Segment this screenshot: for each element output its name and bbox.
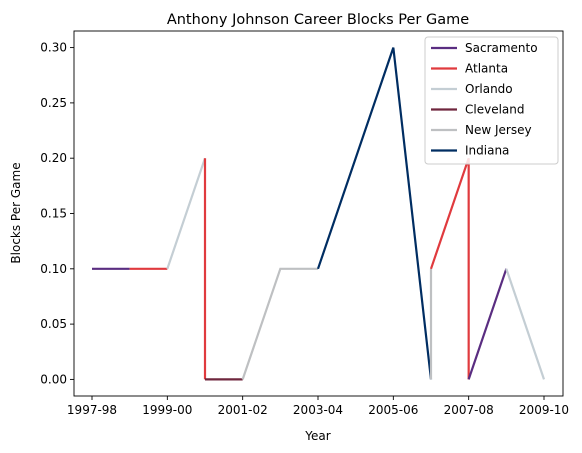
y-axis: 0.00 0.05 0.10 0.15 0.20 0.25 0.30 [40,41,74,386]
y-axis-label: Blocks Per Game [9,162,23,263]
legend-label: Indiana [465,144,509,158]
series-line-6 [316,47,433,380]
y-tick-label: 0.05 [40,317,67,331]
plot-frame [73,30,564,397]
legend-label: New Jersey [465,123,532,137]
y-tick-label: 0.30 [40,41,67,55]
x-tick-label: 2005-06 [368,403,418,417]
x-axis-label: Year [304,429,330,443]
x-tick-label: 2009-10 [519,403,569,417]
series-line-5 [241,267,318,380]
legend-label: Orlando [465,82,513,96]
x-tick-label: 2003-04 [293,403,343,417]
x-tick-label: 1997-98 [67,403,117,417]
legend-label: Sacramento [465,41,538,55]
x-tick-label: 1999-00 [142,403,192,417]
legend-label: Atlanta [465,62,508,76]
y-tick-label: 0.25 [40,96,67,110]
x-axis: 1997-98 1999-00 2001-02 2003-04 2005-06 2007-… [67,396,569,417]
y-tick-label: 0.10 [40,262,67,276]
series-layer [92,47,546,381]
y-tick-label: 0.15 [40,207,67,221]
legend: Sacramento Atlanta Orlando Cleveland New Jer… [424,36,559,165]
series-line-2 [166,157,207,270]
series-line-9 [467,268,508,380]
series-line-10 [505,268,546,380]
y-tick-label: 0.00 [40,372,67,386]
chart-title: Anthony Johnson Career Blocks Per Game [167,12,469,28]
legend-label: Cleveland [465,103,525,117]
x-tick-label: 2007-08 [444,403,494,417]
y-tick-label: 0.20 [40,151,67,165]
legend-frame [424,36,559,165]
x-tick-label: 2001-02 [218,403,268,417]
